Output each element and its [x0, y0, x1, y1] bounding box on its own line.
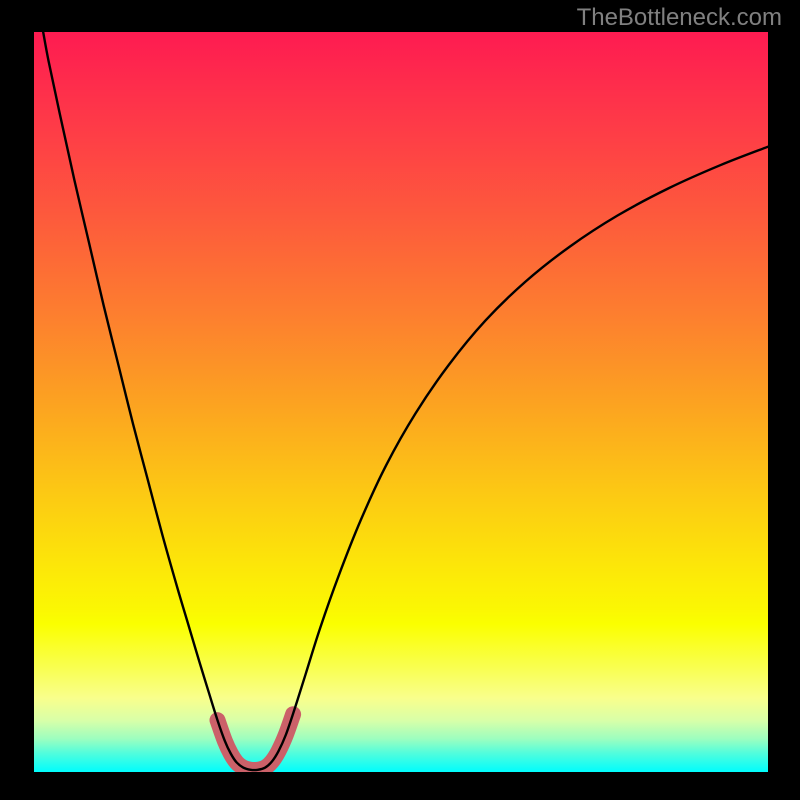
plot-area: [34, 32, 768, 772]
chart-frame: TheBottleneck.com: [0, 0, 800, 800]
chart-svg: [34, 32, 768, 772]
gradient-background: [34, 32, 768, 772]
watermark-text: TheBottleneck.com: [577, 4, 782, 32]
